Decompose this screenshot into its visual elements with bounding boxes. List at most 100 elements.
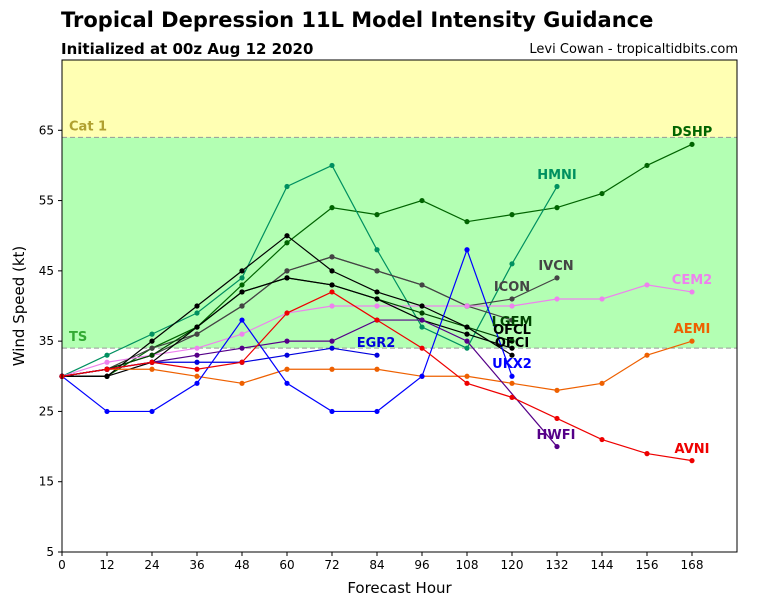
series-label-icon: ICON bbox=[494, 280, 530, 295]
data-point-dshp bbox=[419, 197, 425, 204]
data-point-hmni bbox=[509, 261, 515, 267]
data-point-cem2 bbox=[464, 303, 470, 309]
data-point-lgem bbox=[149, 352, 155, 358]
data-point-dshp bbox=[329, 205, 335, 211]
data-point-ukx2 bbox=[104, 408, 110, 415]
data-point-ofci bbox=[284, 275, 290, 281]
chart-credit: Levi Cowan - tropicaltidbits.com bbox=[529, 42, 738, 57]
data-point-cem2 bbox=[104, 359, 110, 365]
data-point-hmni bbox=[419, 324, 425, 330]
data-point-ivcn bbox=[149, 345, 155, 351]
y-axis: 5 15 25 35 45 55 65 bbox=[39, 123, 62, 559]
data-point-aemi bbox=[149, 366, 155, 372]
data-point-ofci bbox=[329, 282, 335, 288]
data-point-ukx2 bbox=[239, 317, 245, 323]
data-point-aemi bbox=[329, 366, 335, 372]
series-label-ivcn: IVCN bbox=[538, 259, 573, 274]
x-tick-label: 12 bbox=[99, 558, 114, 572]
data-point-hwfi bbox=[194, 352, 200, 358]
series-label-dshp: DSHP bbox=[672, 125, 713, 140]
data-point-aemi bbox=[509, 380, 515, 386]
data-point-cem2 bbox=[509, 303, 515, 309]
data-point-hmni bbox=[464, 345, 470, 351]
data-point-egr2 bbox=[329, 345, 335, 351]
data-point-hmni bbox=[239, 275, 245, 281]
series-label-hmni: HMNI bbox=[537, 168, 577, 183]
data-point-lgem bbox=[419, 310, 425, 316]
data-point-avni bbox=[419, 345, 425, 351]
x-tick-label: 120 bbox=[501, 558, 524, 572]
data-point-ofci bbox=[194, 324, 200, 330]
data-point-ofcl bbox=[284, 233, 290, 239]
data-point-avni bbox=[284, 310, 290, 316]
y-tick-label: 15 bbox=[39, 475, 54, 489]
series-label-hwfi: HWFI bbox=[537, 428, 576, 443]
data-point-egr2 bbox=[284, 352, 290, 358]
data-point-dshp bbox=[374, 212, 380, 218]
series-label-aemi: AEMI bbox=[674, 322, 711, 337]
data-point-aemi bbox=[374, 366, 380, 372]
x-tick-label: 96 bbox=[414, 558, 429, 572]
x-tick-label: 0 bbox=[58, 558, 66, 572]
data-point-icon bbox=[239, 303, 245, 309]
x-tick-label: 132 bbox=[546, 558, 569, 572]
data-point-hwfi bbox=[464, 338, 470, 344]
data-point-ukx2 bbox=[329, 408, 335, 415]
data-point-hmni bbox=[149, 331, 155, 337]
data-point-ofcl bbox=[419, 303, 425, 309]
plot-frame bbox=[61, 59, 738, 553]
data-point-icon bbox=[374, 268, 380, 274]
data-point-ivcn bbox=[554, 275, 560, 281]
data-point-ukx2 bbox=[374, 408, 380, 415]
data-point-aemi bbox=[194, 373, 200, 379]
data-point-cem2 bbox=[599, 296, 605, 302]
data-point-ofci bbox=[374, 296, 380, 302]
data-point-dshp bbox=[689, 141, 695, 147]
data-point-aemi bbox=[689, 338, 695, 344]
data-point-icon bbox=[419, 282, 425, 288]
data-point-ukx2 bbox=[464, 247, 470, 253]
x-tick-label: 144 bbox=[591, 558, 614, 572]
data-point-dshp bbox=[509, 212, 515, 218]
data-point-ofcl bbox=[149, 338, 155, 344]
x-tick-label: 156 bbox=[636, 558, 659, 572]
series-label-ofcl: OFCL bbox=[493, 323, 531, 338]
series-label-avni: AVNI bbox=[675, 442, 710, 457]
data-point-dshp bbox=[464, 219, 470, 225]
data-point-ofcl bbox=[374, 289, 380, 295]
data-point-ukx2 bbox=[419, 373, 425, 379]
data-point-avni bbox=[329, 289, 335, 295]
x-tick-label: 48 bbox=[234, 558, 249, 572]
data-point-avni bbox=[644, 451, 650, 457]
data-point-dshp bbox=[284, 240, 290, 246]
series-line-hmni bbox=[61, 164, 558, 377]
data-point-dshp bbox=[554, 205, 560, 211]
data-point-cem2 bbox=[194, 345, 200, 351]
data-point-icon bbox=[194, 331, 200, 337]
data-point-hmni bbox=[374, 247, 380, 253]
data-point-ofci bbox=[104, 373, 110, 379]
data-point-icon bbox=[329, 254, 335, 260]
chart-title: Tropical Depression 11L Model Intensity … bbox=[61, 8, 654, 32]
data-point-aemi bbox=[284, 366, 290, 372]
data-point-egr2 bbox=[194, 359, 200, 365]
y-tick-label: 35 bbox=[39, 334, 54, 348]
data-point-hwfi bbox=[419, 317, 425, 323]
series-label-ukx2: UKX2 bbox=[492, 357, 532, 372]
chart-subtitle: Initialized at 00z Aug 12 2020 bbox=[61, 40, 314, 58]
data-point-ofcl bbox=[464, 324, 470, 330]
data-point-ofci bbox=[509, 345, 515, 351]
y-tick-label: 25 bbox=[39, 404, 54, 418]
category-threshold-lines: TS Cat 1 bbox=[62, 119, 737, 349]
y-tick-label: 55 bbox=[39, 194, 54, 208]
y-tick-label: 45 bbox=[39, 264, 54, 278]
data-point-avni bbox=[149, 359, 155, 365]
series-label-lgem: LGEM bbox=[492, 315, 533, 330]
data-point-cem2 bbox=[689, 289, 695, 295]
data-point-hmni bbox=[194, 310, 200, 316]
data-point-egr2 bbox=[374, 352, 380, 358]
x-tick-label: 60 bbox=[279, 558, 294, 572]
data-point-avni bbox=[689, 458, 695, 464]
y-tick-label: 5 bbox=[46, 545, 54, 559]
